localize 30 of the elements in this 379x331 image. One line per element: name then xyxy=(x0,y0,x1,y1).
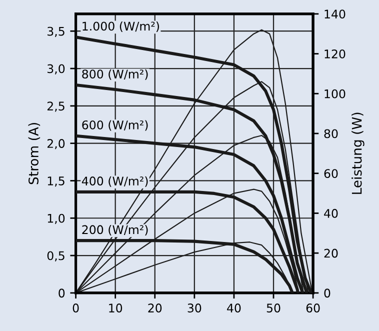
y-tick-label: 1,5 xyxy=(48,176,64,187)
x-tick-label: 0 xyxy=(72,304,79,312)
y2-tick-label: 40 xyxy=(324,208,338,218)
y-tick-label: 0 xyxy=(58,288,65,298)
x-tick-label: 60 xyxy=(306,304,320,312)
y2-tick-label: 0 xyxy=(324,288,330,298)
x-tick-label: 10 xyxy=(109,304,122,312)
y2-tick-label: 60 xyxy=(324,169,338,178)
y-tick-label: 2,5 xyxy=(47,102,64,112)
y-tick-label: 3,5 xyxy=(48,26,64,37)
annotation: 400 (W/m²) xyxy=(82,176,148,187)
y2-tick-label: 140 xyxy=(324,10,346,19)
y2-tick-label: 100 xyxy=(324,89,346,98)
annotation: 600 (W/m²) xyxy=(82,120,148,131)
y2-tick-label: 120 xyxy=(324,49,346,58)
x-tick-label: 30 xyxy=(188,304,202,312)
annotation: 200 (W/m²) xyxy=(82,224,148,236)
x-tick-label: 50 xyxy=(266,304,280,312)
y2-tick-label: 20 xyxy=(324,248,338,258)
y-tick-label: 2,0 xyxy=(47,139,65,150)
y-tick-label: 3,0 xyxy=(48,64,65,74)
x-tick-label: 40 xyxy=(227,304,241,312)
x-tick-label: 20 xyxy=(148,304,162,312)
y-tick-label: 1,0 xyxy=(48,214,65,224)
y-tick-label: 0,5 xyxy=(47,251,64,262)
annotation: 800 (W/m²) xyxy=(82,69,148,80)
y2-tick-label: 80 xyxy=(324,129,338,138)
y2-axis-title: Leistung (W) xyxy=(352,112,364,194)
y-axis-title: Strom (A) xyxy=(28,122,40,184)
annotation: 1.000 (W/m²) xyxy=(82,22,159,32)
